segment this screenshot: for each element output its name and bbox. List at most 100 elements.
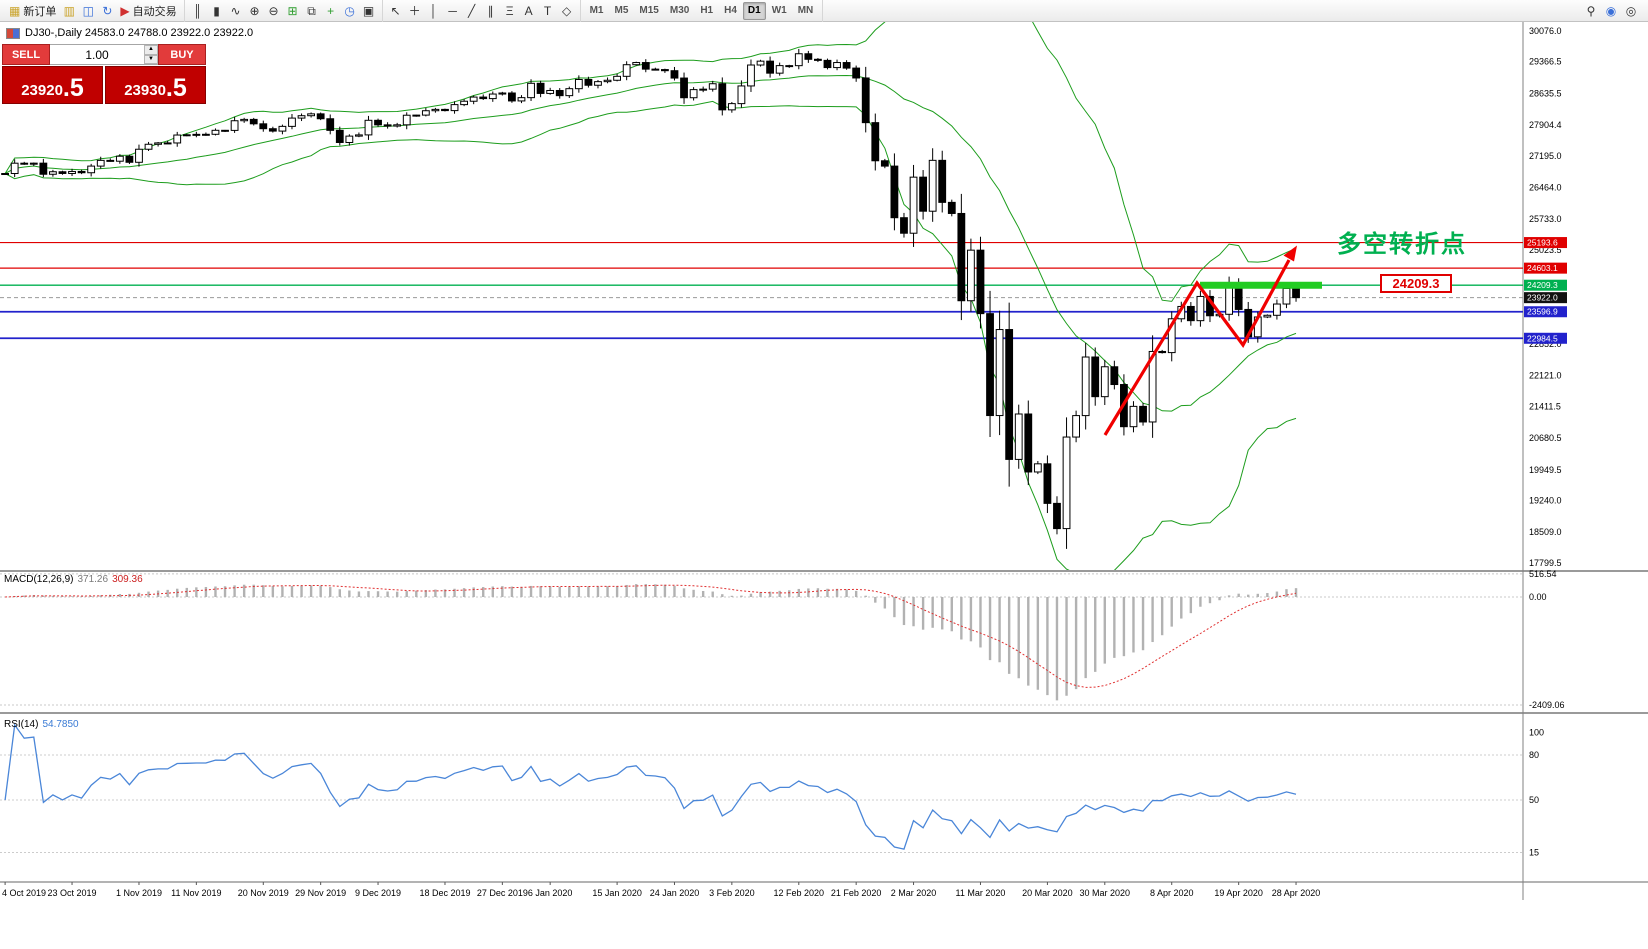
toolbar-group-main: ▦ 新订单 ▥ ◫ ↻ ▶ 自动交易 [2,0,185,22]
timeframe-m1-button[interactable]: M1 [585,2,609,20]
shapes-button[interactable]: ◇ [558,2,576,20]
label-icon: T [543,3,552,18]
svg-text:25193.6: 25193.6 [1527,238,1558,248]
text-icon: A [524,3,533,18]
svg-text:21411.5: 21411.5 [1529,401,1561,411]
chart-canvas[interactable]: 30076.0 29366.5 28635.5 27904.4 27195.0 26464… [0,22,1648,949]
svg-text:25023.5: 25023.5 [1529,245,1562,255]
timeframe-mn-button[interactable]: MN [793,2,819,20]
zoom-in-button[interactable]: ⊕ [246,2,264,20]
sell-price-button[interactable]: 23920.5 [2,66,103,104]
line-chart-icon: ∿ [230,3,241,18]
label-button[interactable]: T [539,2,557,20]
horizontal-line-button[interactable]: ─ [444,2,462,20]
svg-text:50: 50 [1529,795,1539,805]
svg-text:24 Jan 2020: 24 Jan 2020 [650,888,700,898]
search-icon: ⚲ [1586,3,1596,18]
line-chart-button[interactable]: ∿ [227,2,245,20]
candlestick-chart-button[interactable]: ▮ [208,2,226,20]
bar-chart-button[interactable]: ║ [189,2,207,20]
data-window-icon: ◉ [1605,3,1617,18]
zoom-out-button[interactable]: ⊖ [265,2,283,20]
timeframe-m15-button[interactable]: M15 [634,2,663,20]
arrange-windows-button[interactable]: ⧉ [303,2,321,20]
fibonacci-button[interactable]: Ξ [501,2,519,20]
trendline-button[interactable]: ╱ [463,2,481,20]
svg-text:17799.5: 17799.5 [1529,558,1562,568]
text-button[interactable]: A [520,2,538,20]
macd-panel [0,573,1523,706]
search-button[interactable]: ⚲ [1582,2,1600,20]
rsi-panel [0,723,1523,853]
volume-up-button[interactable]: ▲ [144,45,158,55]
timeframe-h4-button[interactable]: H4 [719,2,742,20]
toolbar-group-chart: ║ ▮ ∿ ⊕ ⊖ ⊞ ⧉ + ◷ ▣ [185,0,383,22]
volume-down-button[interactable]: ▼ [144,54,158,64]
vertical-line-button[interactable]: │ [425,2,443,20]
tile-windows-button[interactable]: ⊞ [284,2,302,20]
periods-icon: ◷ [344,3,355,18]
channel-icon: ∥ [487,3,494,18]
svg-text:80: 80 [1529,750,1539,760]
profiles-icon: ◫ [82,3,95,18]
svg-text:12 Feb 2020: 12 Feb 2020 [774,888,825,898]
options-button[interactable]: ◎ [1622,2,1640,20]
volume-input[interactable] [50,45,144,64]
svg-text:28635.5: 28635.5 [1529,88,1562,98]
add-indicator-button[interactable]: + [322,2,340,20]
sell-button[interactable]: SELL [2,44,50,65]
periods-button[interactable]: ◷ [341,2,359,20]
zoom-in-icon: ⊕ [249,3,260,18]
svg-text:6 Jan 2020: 6 Jan 2020 [528,888,573,898]
svg-text:20 Mar 2020: 20 Mar 2020 [1022,888,1073,898]
arrange-windows-icon: ⧉ [307,3,316,18]
refresh-button[interactable]: ↻ [98,2,116,20]
rsi-indicator-label: RSI(14) 54.7850 [4,719,79,730]
options-icon: ◎ [1625,3,1637,18]
macd-main-value: 371.26 [77,574,109,585]
svg-text:19240.0: 19240.0 [1529,496,1562,506]
timeframe-w1-button[interactable]: W1 [767,2,792,20]
turning-point-annotation: 多空转折点 [1337,231,1467,258]
vertical-line-icon: │ [429,3,438,18]
auto-trading-label: 自动交易 [132,5,177,18]
timeframe-m5-button[interactable]: M5 [610,2,634,20]
buy-price-button[interactable]: 23930.5 [105,66,206,104]
profiles-button[interactable]: ◫ [79,2,97,20]
macd-name: MACD(12,26,9) [4,574,74,585]
timeframe-m30-button[interactable]: M30 [665,2,694,20]
templates-button[interactable]: ▣ [360,2,378,20]
toolbar-group-drawing-tools: ↖ ＋ │ ─ ╱ ∥ Ξ A T ◇ [383,0,581,22]
data-window-button[interactable]: ◉ [1602,2,1620,20]
rsi-value: 54.7850 [42,719,79,730]
chart-symbol-icon [6,27,20,39]
svg-text:27904.4: 27904.4 [1529,120,1562,130]
svg-text:4 Oct 2019: 4 Oct 2019 [2,888,46,898]
price-level-label-box[interactable]: 24209.3 [1380,274,1452,293]
svg-text:19 Apr 2020: 19 Apr 2020 [1214,888,1263,898]
new-order-button[interactable]: ▦ 新订单 [6,2,59,20]
svg-text:27 Dec 2019: 27 Dec 2019 [477,888,528,898]
auto-trading-button[interactable]: ▶ 自动交易 [117,2,179,20]
svg-text:22984.5: 22984.5 [1527,333,1558,343]
macd-signal-value: 309.36 [112,574,143,585]
horizontal-line-icon: ─ [448,3,457,18]
chart-windows-button[interactable]: ▥ [60,2,78,20]
svg-text:22852.0: 22852.0 [1529,339,1562,349]
svg-text:29366.5: 29366.5 [1529,57,1562,67]
candlestick-chart-icon: ▮ [213,3,220,18]
chart-windows-icon: ▥ [63,3,76,18]
channel-button[interactable]: ∥ [482,2,500,20]
date-axis: 4 Oct 2019 23 Oct 2019 1 Nov 2019 11 Nov 20… [2,882,1320,898]
buy-button[interactable]: BUY [158,44,206,65]
svg-text:19949.5: 19949.5 [1529,465,1562,475]
svg-text:22121.0: 22121.0 [1529,371,1562,381]
one-click-trading-panel: SELL ▲ ▼ BUY 23920.5 23930.5 [2,44,206,104]
timeframe-h1-button[interactable]: H1 [695,2,718,20]
svg-text:100: 100 [1529,728,1544,738]
svg-text:15 Jan 2020: 15 Jan 2020 [592,888,642,898]
cursor-button[interactable]: ↖ [387,2,405,20]
timeframe-d1-button[interactable]: D1 [742,1,766,20]
templates-icon: ▣ [362,3,375,18]
crosshair-button[interactable]: ＋ [406,2,424,20]
